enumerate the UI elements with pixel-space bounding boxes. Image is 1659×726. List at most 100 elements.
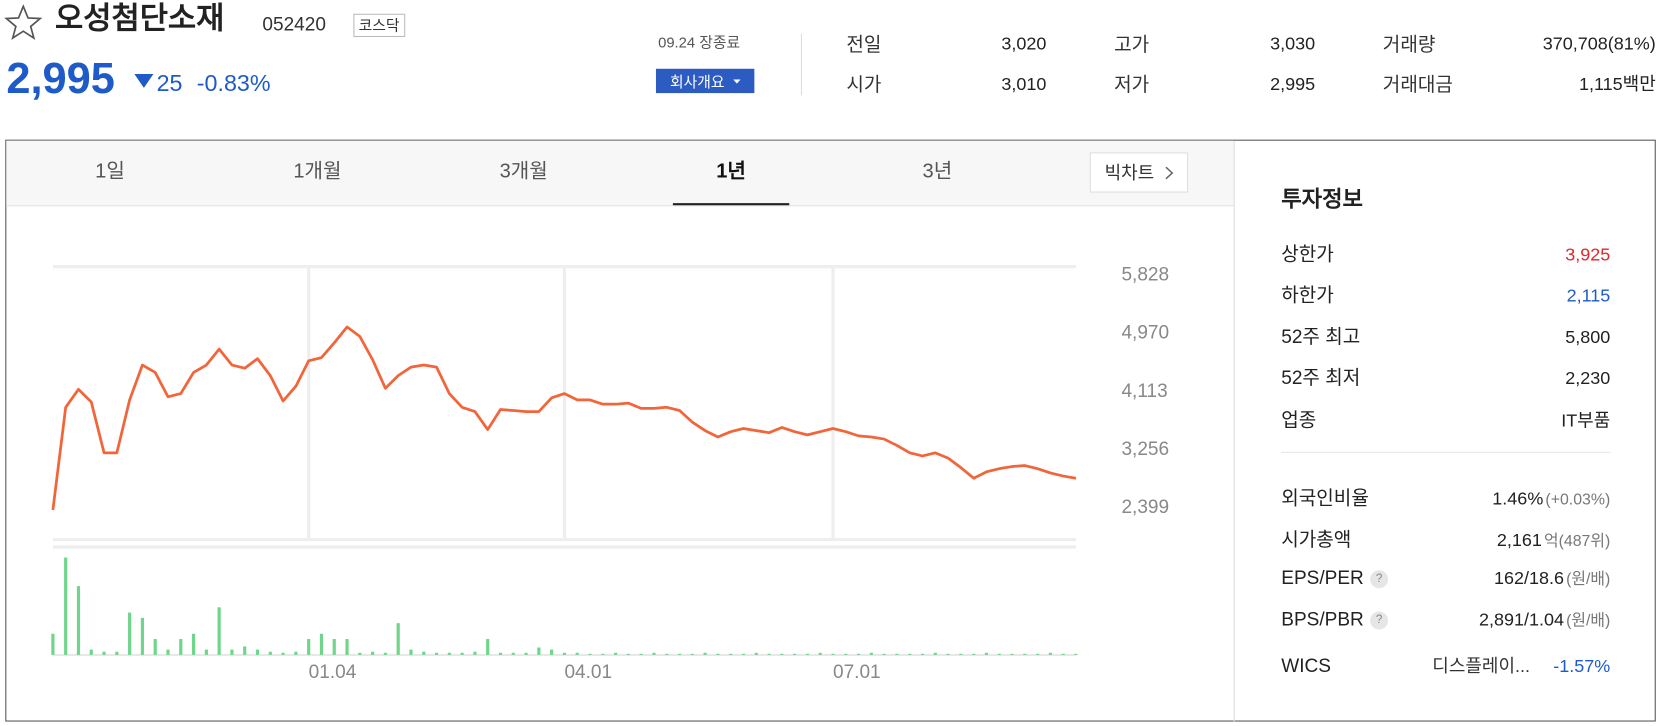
invest-label: 상한가 bbox=[1281, 243, 1334, 265]
volume-bar bbox=[179, 639, 183, 655]
volume-bar bbox=[550, 649, 554, 655]
volume-bar bbox=[562, 652, 567, 655]
price-change-pct: -0.83% bbox=[196, 69, 271, 97]
volume-bar bbox=[204, 649, 208, 655]
volume-bar bbox=[575, 652, 579, 655]
invest-value: 3,925 bbox=[1565, 244, 1611, 265]
volume-bar bbox=[818, 652, 822, 655]
invest-row: 52주 최저 2,230 bbox=[1281, 363, 1610, 391]
invest-row: 하한가 2,115 bbox=[1281, 280, 1610, 308]
invest-row: WICS 디스플레이... -1.57% bbox=[1281, 651, 1610, 677]
invest-row: 외국인비율 1.46% (+0.03%) bbox=[1281, 484, 1610, 512]
down-arrow bbox=[134, 74, 154, 88]
volume-bar bbox=[358, 652, 362, 655]
volume-bar bbox=[716, 653, 720, 655]
volume-bar bbox=[1074, 653, 1078, 655]
y-tick-label: 2,399 bbox=[1121, 497, 1169, 518]
volume-bar bbox=[908, 653, 912, 655]
company-button[interactable]: 회사개요 bbox=[655, 68, 755, 94]
volume-bar bbox=[537, 647, 541, 655]
invest-label: EPS/PER bbox=[1281, 567, 1364, 589]
invest-row: EPS/PER? 162/18.6 (원/배) bbox=[1281, 567, 1610, 589]
volume-bar bbox=[128, 612, 132, 655]
volume-bar bbox=[153, 639, 157, 655]
divider bbox=[800, 33, 802, 96]
help-icon[interactable]: ? bbox=[1370, 611, 1389, 630]
invest-label: WICS bbox=[1281, 654, 1331, 677]
stat-value: 2,995 bbox=[1270, 74, 1316, 95]
volume-bar bbox=[230, 649, 234, 655]
tab[interactable]: 1일 bbox=[95, 160, 125, 184]
stat-value: 3,020 bbox=[1001, 33, 1047, 54]
volume-bar bbox=[319, 633, 324, 655]
volume-bar bbox=[920, 653, 925, 655]
invest-value: 1.46% bbox=[1492, 488, 1544, 509]
volume-bar bbox=[473, 651, 477, 655]
big-chart-button[interactable]: 빅차트 bbox=[1089, 152, 1189, 193]
tab[interactable]: 3년 bbox=[922, 160, 953, 184]
invest-row: 상한가 3,925 bbox=[1281, 239, 1610, 267]
volume-bar bbox=[665, 653, 669, 655]
invest-label: 하한가 bbox=[1281, 284, 1334, 306]
price-line bbox=[51, 325, 1077, 511]
y-tick-label: 4,970 bbox=[1121, 323, 1169, 344]
stat-label: 전일 bbox=[846, 33, 882, 56]
chevron bbox=[1165, 166, 1174, 179]
tab[interactable]: 3개월 bbox=[499, 160, 548, 184]
volume-bar bbox=[831, 653, 835, 655]
volume-bar bbox=[588, 653, 592, 655]
invest-extra: (+0.03%) bbox=[1545, 490, 1611, 509]
volume-bar bbox=[959, 653, 963, 655]
invest-label: 52주 최저 bbox=[1281, 367, 1361, 389]
volume-bar bbox=[984, 652, 989, 655]
price-change: 25 bbox=[156, 69, 183, 97]
stat-label: 거래량 bbox=[1382, 33, 1436, 56]
stock-name: 오성첨단소재 bbox=[55, 2, 225, 36]
volume-bar bbox=[882, 653, 886, 655]
volume-bar bbox=[895, 653, 899, 655]
company-button-label: 회사개요 bbox=[669, 72, 725, 90]
market-badge: 코스닥 bbox=[353, 13, 405, 38]
invest-value: 2,891/1.04 bbox=[1478, 609, 1564, 630]
invest-title: 투자정보 bbox=[1281, 187, 1364, 212]
y-tick-label: 3,256 bbox=[1121, 439, 1169, 460]
volume-bar bbox=[626, 653, 630, 655]
volume-bar bbox=[614, 652, 618, 655]
panel-divider bbox=[1233, 140, 1235, 722]
volume-bar bbox=[933, 652, 937, 655]
volume-bar bbox=[166, 649, 170, 655]
volume-bar bbox=[677, 653, 682, 655]
volume-bar bbox=[102, 651, 106, 655]
volume-bar bbox=[409, 649, 413, 655]
volume-bar bbox=[332, 639, 336, 655]
invest-label: BPS/PBR bbox=[1281, 608, 1364, 630]
stat-value: 3,010 bbox=[1001, 74, 1047, 95]
caret bbox=[732, 78, 741, 84]
volume-bar bbox=[51, 633, 55, 655]
favorite-star[interactable] bbox=[4, 4, 43, 41]
stat-label: 저가 bbox=[1114, 74, 1150, 96]
volume-bar bbox=[268, 651, 272, 655]
volume-bar bbox=[243, 646, 247, 655]
volume-bar bbox=[76, 586, 81, 655]
help-icon[interactable]: ? bbox=[1370, 569, 1389, 588]
volume-bar bbox=[498, 652, 503, 655]
volume-bar bbox=[703, 652, 707, 655]
stat-value: 1,115백만 bbox=[1578, 74, 1656, 95]
volume-bar bbox=[511, 652, 515, 655]
tab-underline bbox=[672, 203, 790, 206]
volume-bar bbox=[729, 653, 733, 655]
volume-bar bbox=[1023, 653, 1027, 655]
tab-active[interactable]: 1년 bbox=[716, 160, 746, 184]
invest-value[interactable]: 디스플레이... bbox=[1432, 655, 1531, 677]
volume-bar bbox=[294, 651, 298, 655]
volume-bar bbox=[972, 653, 976, 655]
invest-value: 2,230 bbox=[1565, 368, 1611, 389]
invest-extra: (원/배) bbox=[1566, 611, 1611, 630]
volume-bar bbox=[307, 639, 311, 655]
volume-bar bbox=[690, 653, 694, 655]
tab[interactable]: 1개월 bbox=[293, 160, 342, 184]
stock-code: 052420 bbox=[262, 13, 326, 35]
